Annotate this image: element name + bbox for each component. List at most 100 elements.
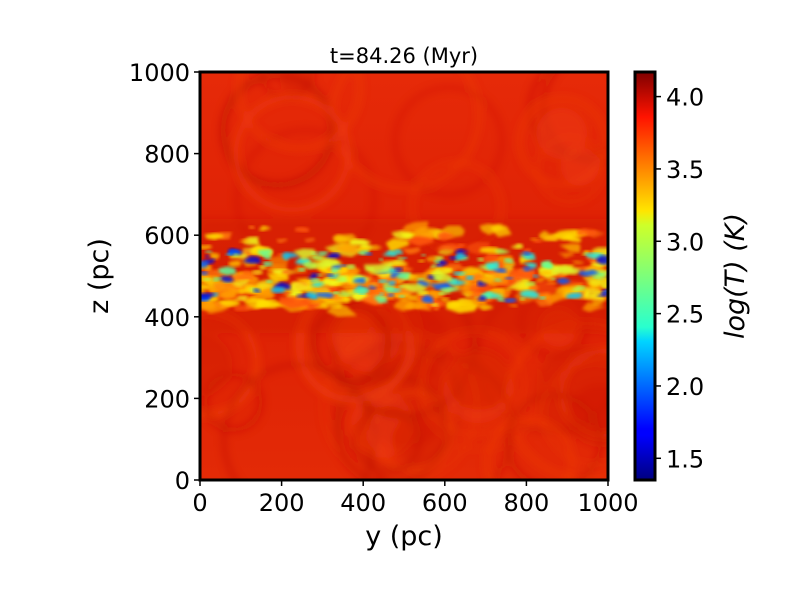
gas-clump	[474, 296, 480, 298]
hot-blob	[279, 72, 311, 96]
gas-clump	[556, 277, 572, 285]
gas-clump	[398, 295, 405, 298]
gas-clump	[518, 253, 536, 260]
gas-clump	[396, 272, 411, 280]
gas-clump	[521, 266, 536, 272]
gas-clump	[217, 289, 237, 299]
gas-clump	[333, 291, 340, 295]
gas-clump	[373, 295, 388, 304]
gas-clump	[281, 292, 293, 296]
gas-clump	[232, 295, 248, 301]
gas-clump	[262, 261, 274, 267]
gas-clump	[476, 295, 487, 302]
gas-clump	[532, 274, 540, 278]
gas-clump	[309, 278, 321, 283]
y-tick-label: 1000	[129, 59, 190, 87]
gas-clump	[200, 283, 212, 291]
gas-clump	[553, 264, 581, 275]
gas-clump	[379, 296, 387, 299]
bubble-shell	[352, 406, 422, 476]
gas-clump	[242, 256, 261, 264]
gas-clump	[438, 292, 447, 296]
gas-clump	[243, 236, 261, 246]
cold-gas-layer	[200, 221, 608, 317]
gas-clump	[475, 303, 494, 311]
gas-clump	[204, 254, 211, 258]
gas-clump	[349, 238, 372, 247]
gas-clump	[305, 297, 327, 305]
gas-clump	[458, 298, 479, 306]
gas-clump	[527, 285, 540, 291]
gas-clump	[279, 296, 313, 309]
gas-clump	[385, 238, 410, 253]
gas-clump	[212, 277, 221, 282]
bubble-shell	[516, 95, 608, 188]
gas-clump	[510, 268, 536, 279]
gas-clump	[307, 272, 320, 280]
gas-clump	[550, 278, 557, 281]
gas-clump	[266, 279, 273, 283]
gas-clump	[519, 297, 526, 301]
gas-clump	[338, 290, 354, 297]
gas-clump	[310, 296, 317, 298]
gas-clump	[394, 256, 405, 261]
gas-clump	[270, 286, 286, 294]
gas-clump	[402, 247, 421, 255]
x-tick-label: 0	[192, 489, 207, 517]
colorbar	[635, 72, 655, 480]
gas-clump	[495, 296, 506, 302]
gas-clump	[330, 267, 341, 273]
bubble-shell	[361, 352, 515, 480]
gas-clump	[479, 246, 500, 254]
x-tick-label: 200	[259, 489, 305, 517]
gas-clump	[557, 252, 575, 259]
gas-clump	[294, 227, 310, 233]
gas-clump	[263, 254, 272, 260]
gas-clump	[317, 251, 329, 256]
gas-clump	[224, 253, 232, 256]
gas-clump	[435, 243, 462, 252]
gas-clump	[591, 300, 605, 306]
gas-clump	[510, 243, 524, 249]
bubble-shell	[222, 362, 377, 480]
gas-clump	[238, 238, 251, 243]
gas-clump	[253, 288, 262, 293]
gas-clump	[351, 290, 375, 302]
gas-clump	[504, 258, 514, 264]
bubble-shell	[219, 72, 336, 189]
gas-clump	[577, 269, 600, 277]
gas-clump	[477, 280, 488, 287]
gas-clump	[251, 271, 264, 275]
y-tick-label: 200	[144, 385, 190, 413]
gas-clump	[465, 275, 475, 280]
gas-clump	[325, 252, 342, 259]
gas-clump	[391, 230, 414, 240]
gas-clump	[334, 275, 348, 282]
bubble-shell	[484, 417, 575, 480]
y-tick-label: 400	[144, 304, 190, 332]
gas-clump	[504, 276, 515, 280]
gas-clump	[255, 278, 282, 290]
colorbar-tick-label: 1.5	[666, 445, 704, 473]
gas-clump	[429, 264, 437, 269]
gas-clump	[364, 262, 393, 275]
gas-clump	[398, 283, 428, 294]
gas-clump	[579, 231, 586, 235]
colorbar-tick-label: 3.5	[666, 156, 704, 184]
x-axis-label: y (pc)	[365, 521, 443, 552]
gas-clump	[218, 266, 236, 276]
gas-clump	[421, 294, 434, 303]
gas-clump	[324, 273, 334, 277]
gas-clump	[387, 293, 395, 297]
gas-clump	[378, 279, 389, 284]
gas-clump	[538, 296, 546, 300]
gas-clump	[310, 282, 325, 288]
gas-clump	[520, 251, 533, 256]
gas-clump	[494, 248, 511, 255]
gas-clump	[330, 292, 344, 302]
y-tick-label: 0	[175, 467, 190, 495]
gas-clump	[539, 230, 560, 242]
gas-clump	[257, 249, 273, 257]
gas-clump	[454, 259, 460, 263]
